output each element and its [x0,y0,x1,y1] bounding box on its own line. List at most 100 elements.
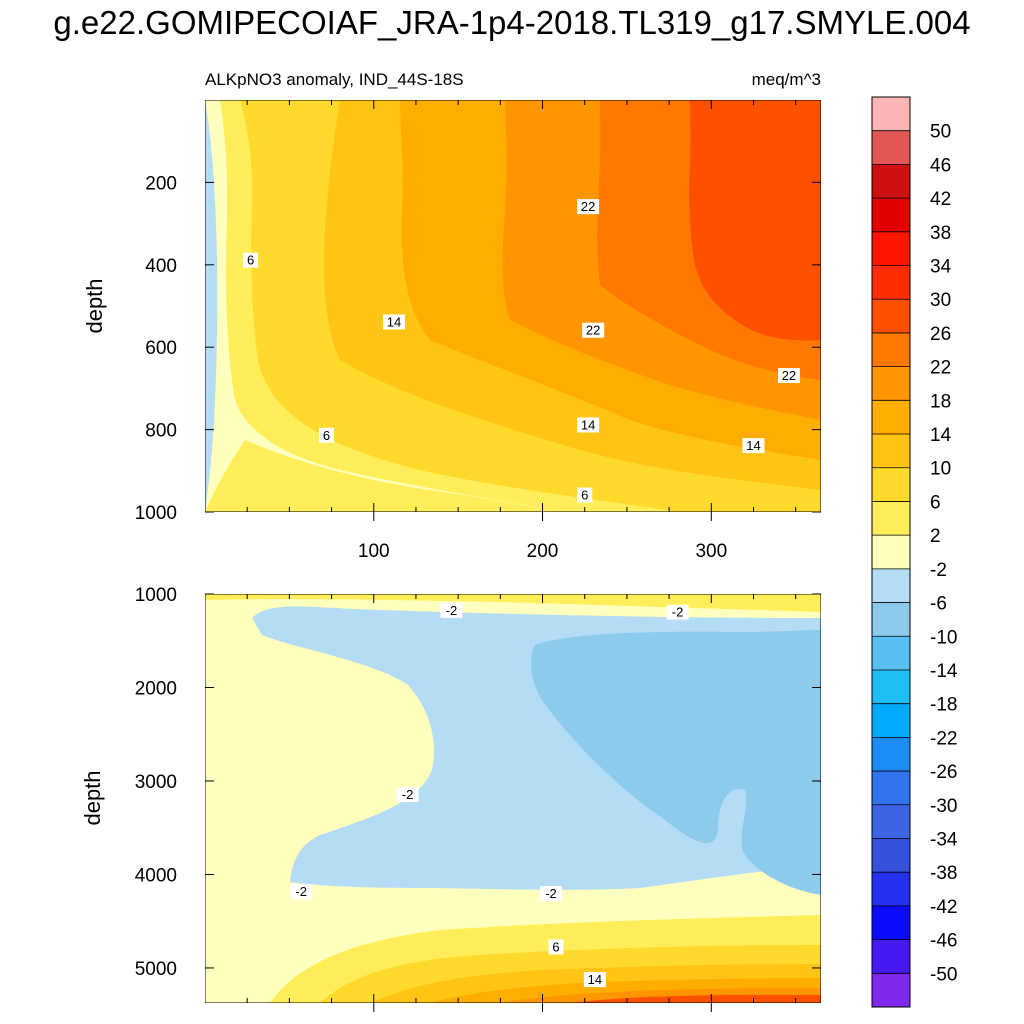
colorbar-label: -50 [930,964,957,985]
colorbar-swatch [872,771,910,806]
colorbar-swatch [872,164,910,199]
contour-label-text: 6 [552,939,559,954]
colorbar-swatch [872,905,910,941]
contour-label-text: -2 [402,787,414,802]
upper-band-30 [689,100,821,341]
contour-label: 6 [243,252,259,268]
colorbar-label: -14 [930,661,958,682]
lower-axes: 1000 2000 3000 4000 5000 [135,585,821,1012]
colorbar-label: -22 [930,728,957,749]
contour-label-bg [440,602,463,618]
lower-band-neg6 [530,630,821,895]
upper-y-axis-label: depth [82,278,107,333]
colorbar-label: 42 [930,189,951,210]
y-tick-label: 4000 [135,865,177,886]
upper-panel: ALKpNO3 anomaly, IND_44S-18S meq/m^3 dep… [82,70,821,562]
colorbar-swatch [872,703,910,738]
contour-label-bg [396,786,419,802]
colorbar-swatch [872,265,910,300]
contour-label: 14 [583,972,606,988]
contour-label-bg [583,972,606,988]
colorbar-label: 34 [930,257,952,278]
colorbar-label: 6 [930,492,941,513]
contour-label-text: 6 [581,488,588,503]
contour-label-bg [539,886,562,902]
contour-label-text: 6 [247,253,254,268]
colorbar-label: 10 [930,459,951,480]
colorbar-label: 46 [930,155,951,176]
contour-label-bg [777,368,800,384]
contour-label-bg [577,487,593,503]
contour-label-text: 22 [581,199,595,214]
contour-label: -2 [290,884,313,900]
colorbar-label: -18 [930,695,957,716]
colorbar-label: 30 [930,290,951,311]
contour-label-text: 14 [581,417,595,432]
page-title: g.e22.GOMIPECOIAF_JRA-1p4-2018.TL319_g17… [53,4,971,41]
contour-label: 22 [582,322,605,338]
contour-label-text: 14 [387,314,401,329]
y-tick-label: 200 [145,173,177,194]
colorbar-label: -6 [930,594,947,615]
contour-label-text: 6 [323,428,330,443]
colorbar-swatch [872,366,910,401]
contour-label: 6 [577,487,593,503]
colorbar-swatch [872,602,910,637]
upper-contour-labels: 6 14 22 22 22 6 14 14 6 [243,199,800,503]
y-tick-label: 1000 [135,585,177,606]
colorbar-swatch [872,434,910,469]
colorbar-label: -42 [930,897,957,918]
contour-label: 6 [319,427,335,443]
colorbar-label: -30 [930,796,957,817]
contour-label-text: 22 [586,323,600,338]
contour-label-bg [742,438,765,454]
contour-label: -2 [666,604,689,620]
contour-label-bg [666,604,689,620]
colorbar-label: -46 [930,931,957,952]
upper-contour-field [205,100,821,512]
colorbar-swatch [872,804,910,839]
x-tick-label: 300 [695,541,727,562]
colorbar-swatch [872,939,910,974]
colorbar-swatch [872,501,910,536]
contour-label-bg [582,322,605,338]
upper-band-2-6-bottom [205,440,560,512]
colorbar-swatch [872,130,910,165]
y-tick-label: 600 [145,338,177,359]
colorbar-label: -38 [930,863,957,884]
contour-label-bg [548,939,564,955]
colorbar-label: 22 [930,358,951,379]
lower-panel: depth 1000 2000 3000 4000 5000 -2 -2 -2 -2 -2 6 14 [80,585,821,1012]
contour-label: 14 [742,438,765,454]
colorbar-swatch [872,97,910,132]
lower-contour-labels: -2 -2 -2 -2 -2 6 14 [290,602,689,988]
y-tick-label: 5000 [135,959,177,980]
colorbar-swatch [872,973,910,1008]
colorbar-label: -10 [930,627,957,648]
contour-label-text: 22 [782,368,796,383]
y-tick-label: 800 [145,421,177,442]
upper-left-subtitle: ALKpNO3 anomaly, IND_44S-18S [205,70,464,89]
colorbar-swatch [872,332,910,368]
contour-label-text: -2 [295,884,307,899]
contour-label: 14 [577,417,600,433]
colorbar-swatch [872,568,910,604]
colorbar-swatch [872,400,910,435]
contour-label-text: 14 [588,972,602,987]
colorbar-swatch [872,467,910,502]
contour-label-bg [243,252,259,268]
upper-band-neg [205,100,218,512]
contour-label-text: -2 [672,605,684,620]
colorbar-label: 2 [930,526,941,547]
colorbar-swatch [872,838,910,873]
colorbar-label: 18 [930,391,951,412]
lower-y-axis-label: depth [80,770,105,825]
lower-band-top-2 [205,594,821,612]
contour-label: -2 [539,886,562,902]
contour-label-text: -2 [545,886,557,901]
contour-label: 22 [577,199,600,215]
colorbar: 50 46 42 38 34 30 26 22 18 14 10 6 2 -2 -6 -10 -14 -18 -22… [871,96,958,1008]
colorbar-swatch [872,299,910,334]
colorbar-swatch [872,231,910,267]
